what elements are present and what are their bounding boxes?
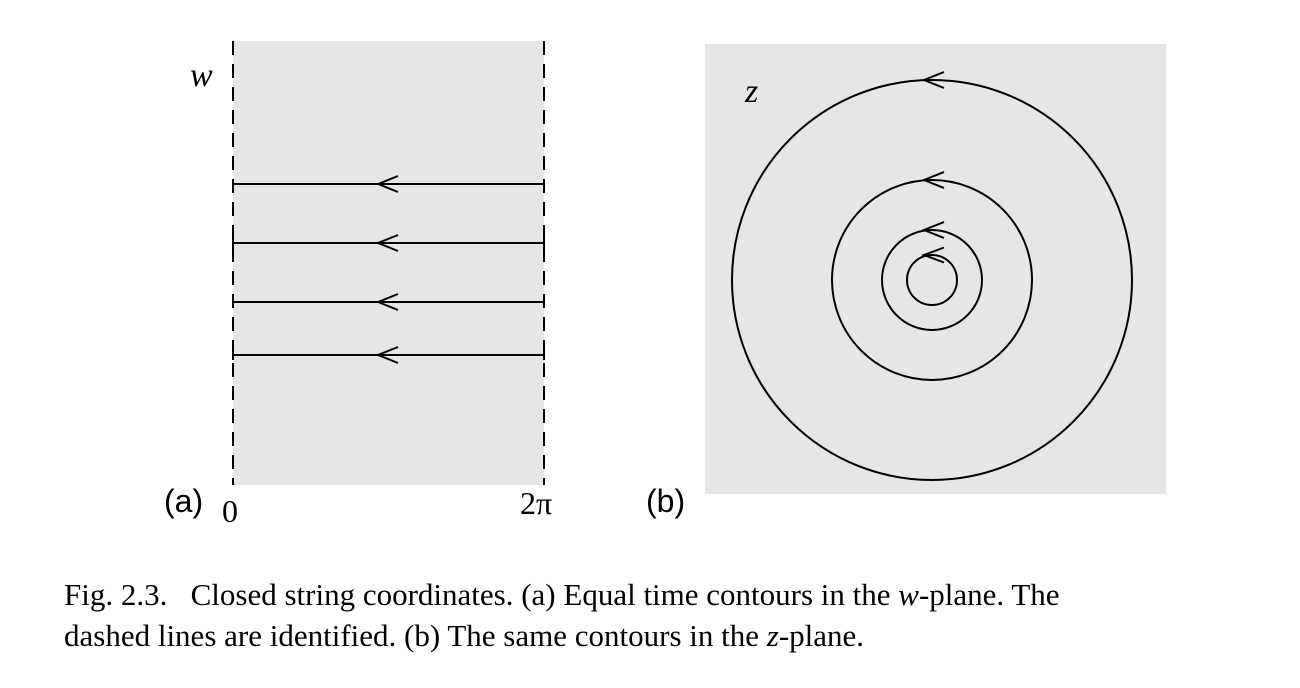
z-contour-circle bbox=[881, 229, 983, 331]
panel-a-label: (a) bbox=[164, 483, 203, 519]
caption-line-1: Fig. 2.3. Closed string coordinates. (a)… bbox=[64, 574, 1274, 615]
figure-number: Fig. 2.3. bbox=[64, 577, 168, 612]
tick-label-zero: 0 bbox=[222, 493, 238, 529]
w-contour-arrow bbox=[375, 293, 399, 311]
caption-var-z: z bbox=[766, 618, 779, 653]
z-contour-arrow bbox=[921, 221, 945, 239]
caption-text-2a: dashed lines are identified. (b) The sam… bbox=[64, 618, 767, 653]
w-plane-background bbox=[233, 41, 544, 485]
z-contour-circle bbox=[831, 179, 1033, 381]
caption-var-w: w bbox=[898, 577, 919, 612]
caption-line-2: dashed lines are identified. (b) The sam… bbox=[64, 615, 1274, 656]
w-contour-arrow bbox=[375, 346, 399, 364]
panel-b-z-plane: z (b) bbox=[646, 44, 1166, 519]
z-contour-arrow bbox=[921, 71, 945, 89]
w-contour-arrow bbox=[375, 234, 399, 252]
figure: w (a) 0 2π z (b) bbox=[164, 41, 1166, 529]
w-variable-label: w bbox=[190, 57, 213, 94]
z-contour-circle bbox=[906, 254, 958, 306]
z-variable-label: z bbox=[744, 73, 758, 110]
caption-text-1b: -plane. The bbox=[918, 577, 1060, 612]
w-contours bbox=[232, 175, 545, 364]
z-contours bbox=[731, 71, 1133, 481]
z-contour-arrow bbox=[921, 246, 945, 264]
caption-text-2b: -plane. bbox=[778, 618, 865, 653]
w-contour-arrow bbox=[375, 175, 399, 193]
z-contour-arrow bbox=[921, 171, 945, 189]
tick-label-two-pi: 2π bbox=[520, 485, 552, 521]
z-plane-background bbox=[705, 44, 1166, 494]
panel-a-w-plane: w (a) 0 2π bbox=[164, 41, 552, 529]
caption-text-1a: Closed string coordinates. (a) Equal tim… bbox=[190, 577, 899, 612]
panel-b-label: (b) bbox=[646, 483, 685, 519]
figure-caption: Fig. 2.3. Closed string coordinates. (a)… bbox=[64, 574, 1274, 656]
z-contour-circle bbox=[731, 79, 1133, 481]
